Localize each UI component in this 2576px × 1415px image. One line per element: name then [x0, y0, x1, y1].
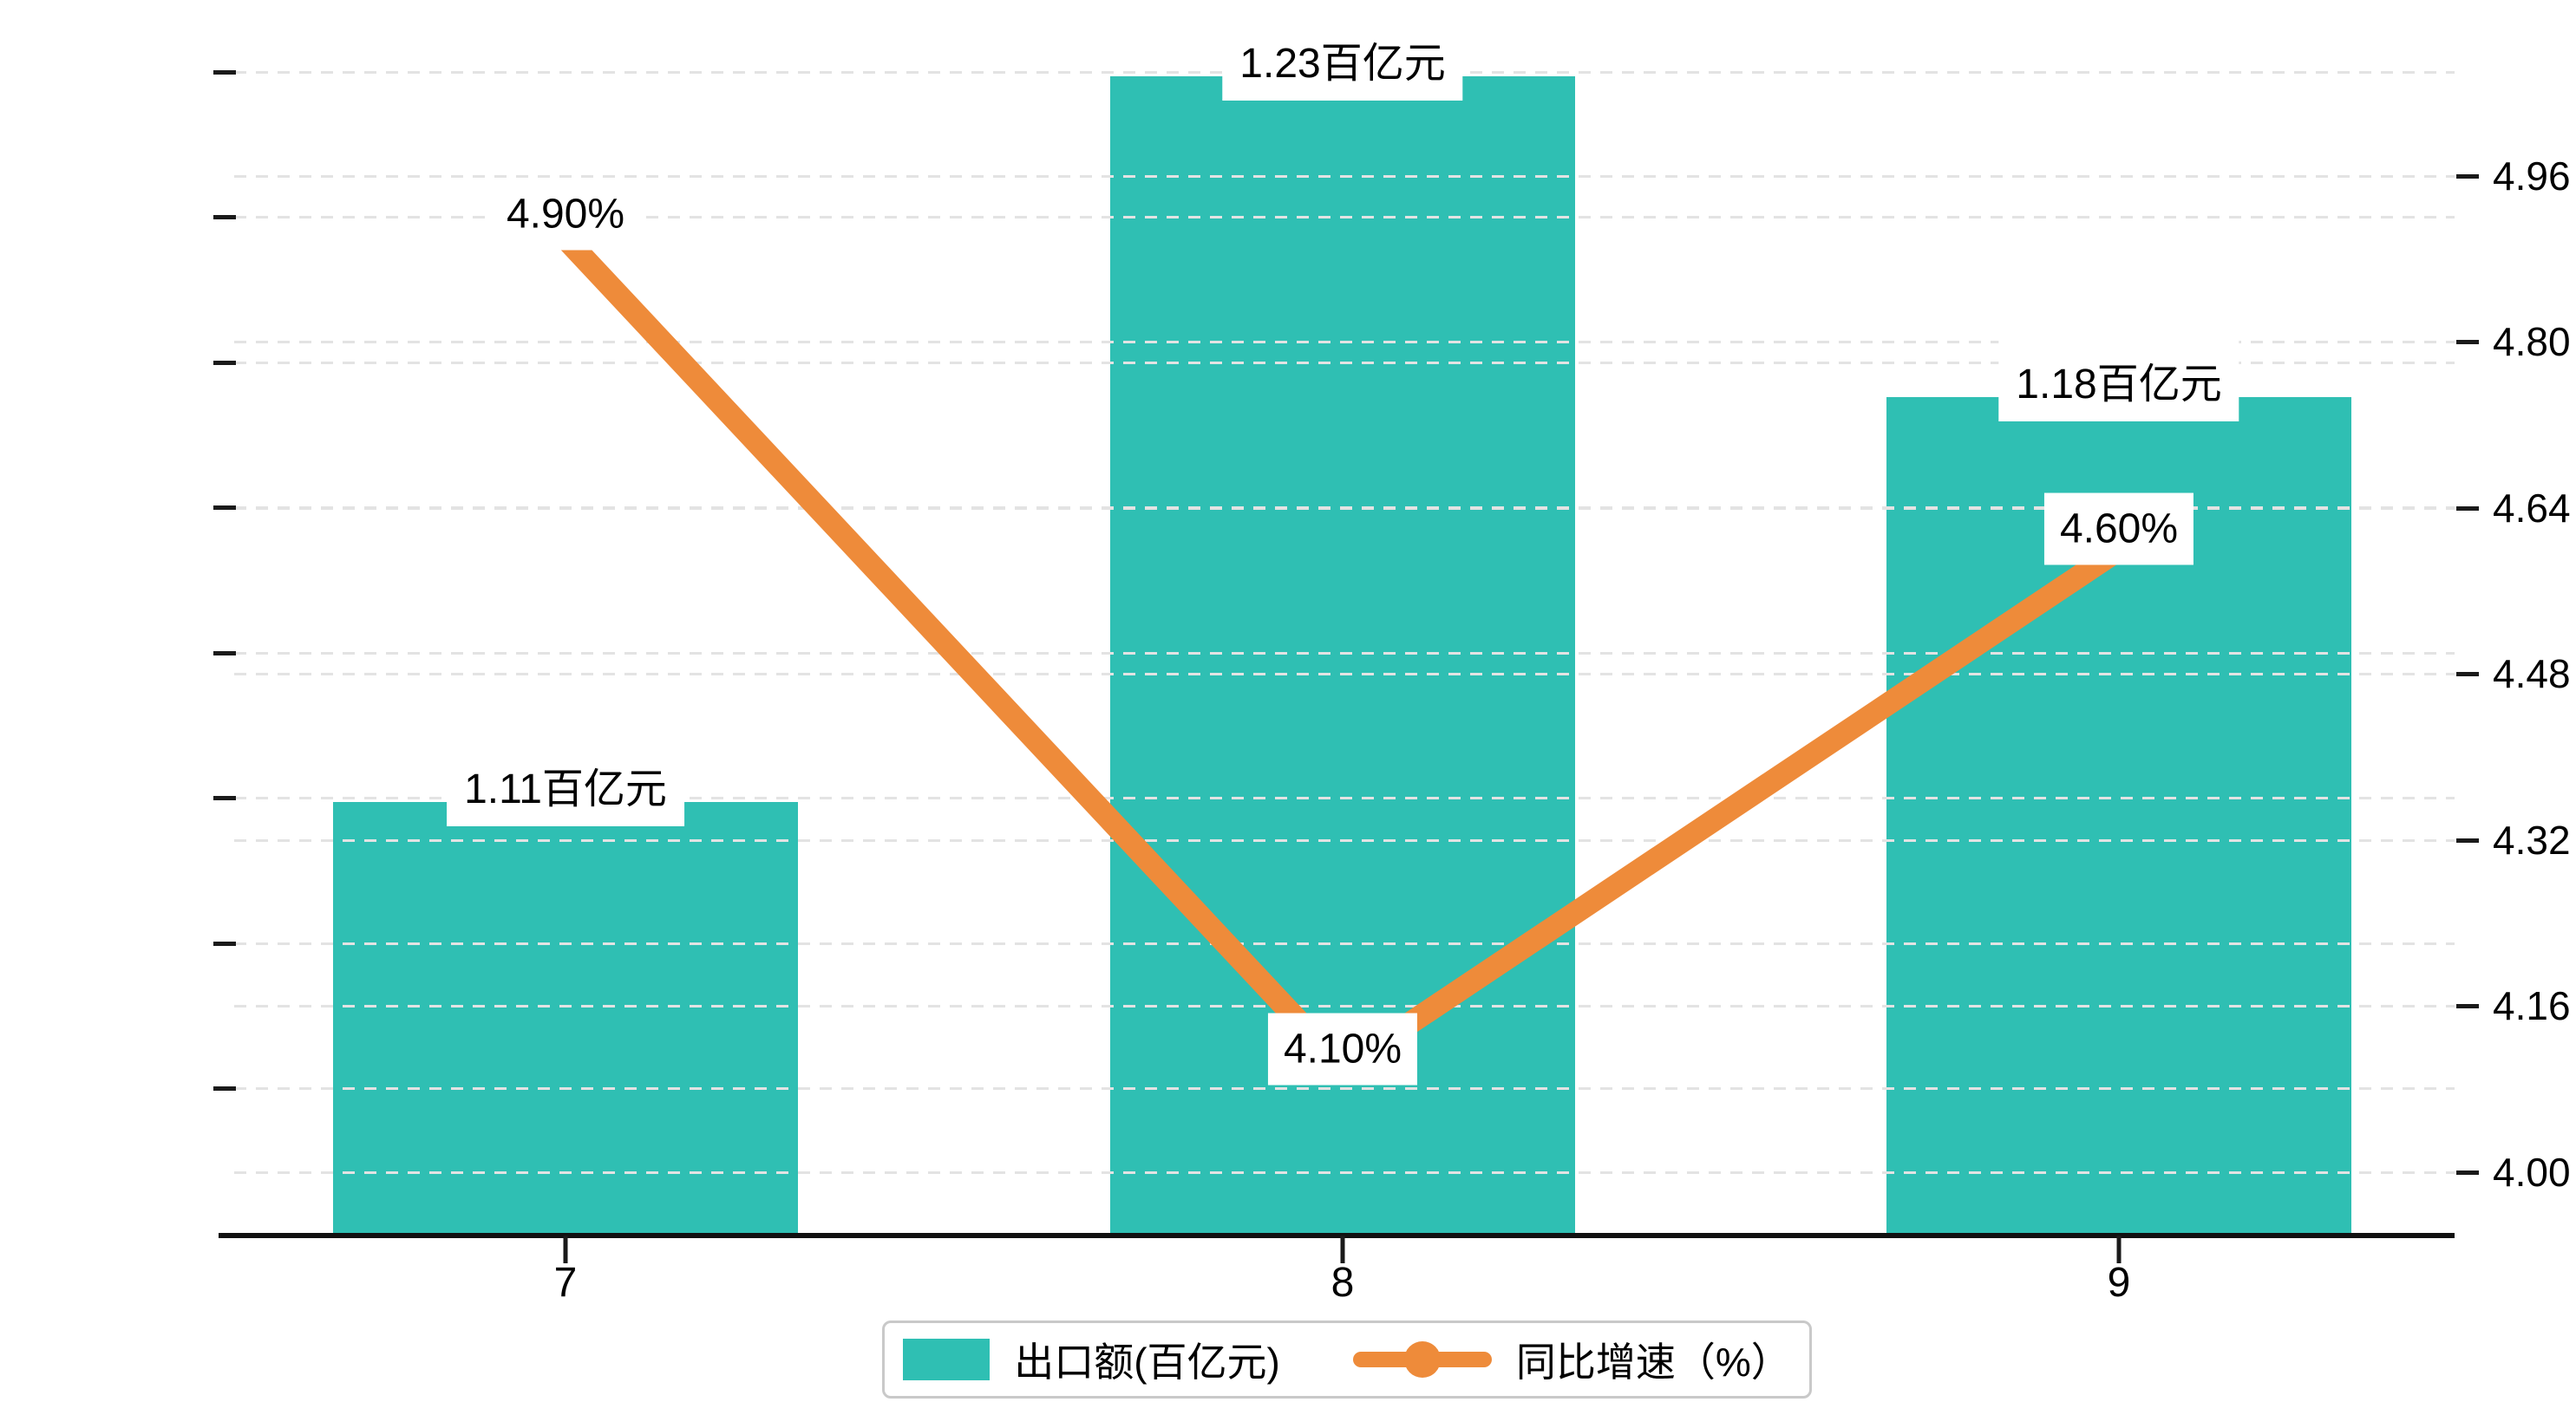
export-bar-month-7	[333, 802, 798, 1236]
gridline	[234, 652, 2455, 655]
left-axis-tick	[213, 796, 236, 800]
left-axis-tick	[213, 1086, 236, 1091]
gridline	[234, 1005, 2455, 1007]
gridline	[234, 673, 2455, 675]
right-axis-label: 4.16	[2493, 983, 2571, 1028]
x-axis-label-month-7: 7	[553, 1260, 578, 1306]
left-axis-tick	[213, 651, 236, 655]
gridline	[234, 797, 2455, 799]
export-value-label: 1.23百亿元	[1222, 17, 1463, 101]
x-axis-label-month-9: 9	[2107, 1260, 2131, 1306]
right-axis-label: 4.32	[2493, 818, 2571, 863]
legend-item-export[interactable]: 出口额(百亿元)	[903, 1331, 1280, 1388]
legend-label-growth: 同比增速（%）	[1515, 1340, 1791, 1385]
right-axis-tick	[2456, 1170, 2479, 1175]
legend-item-growth[interactable]: 同比增速（%）	[1352, 1331, 1791, 1388]
export-legend-swatch-icon	[903, 1339, 991, 1380]
right-axis-tick	[2456, 838, 2479, 843]
growth-value-label: 4.90%	[490, 178, 641, 251]
x-axis-tick-month-7	[563, 1236, 568, 1263]
left-axis-tick	[213, 942, 236, 946]
left-axis-tick	[213, 215, 236, 219]
gridline	[234, 1171, 2455, 1174]
gridline	[234, 839, 2455, 842]
x-axis-label-month-8: 8	[1330, 1260, 1355, 1306]
growth-line	[557, 231, 2126, 1079]
growth-value-label: 4.10%	[1267, 1013, 1418, 1086]
x-axis-tick-month-8	[1340, 1236, 1345, 1263]
left-axis-tick	[213, 70, 236, 75]
right-axis-label: 4.80	[2493, 319, 2571, 364]
right-axis-tick	[2456, 340, 2479, 344]
gridline	[234, 1087, 2455, 1090]
gridline	[234, 216, 2455, 218]
gridline	[234, 362, 2455, 364]
right-axis-label: 4.48	[2493, 651, 2571, 696]
right-axis-tick	[2456, 506, 2479, 511]
right-axis-label: 4.64	[2493, 486, 2571, 531]
right-axis-tick	[2456, 1004, 2479, 1008]
gridline	[234, 507, 2455, 510]
export-value-label: 1.11百亿元	[447, 743, 684, 826]
gridline	[234, 341, 2455, 343]
export-value-label: 1.18百亿元	[1998, 338, 2239, 421]
right-axis-tick	[2456, 672, 2479, 676]
gridline	[234, 175, 2455, 178]
right-axis-label: 4.00	[2493, 1150, 2571, 1195]
x-axis-line	[219, 1233, 2455, 1238]
gridline	[234, 942, 2455, 945]
left-axis-tick	[213, 361, 236, 365]
left-axis-tick	[213, 505, 236, 510]
legend-label-export: 出口额(百亿元)	[1014, 1340, 1280, 1385]
legend: 出口额(百亿元) 同比增速（%）	[882, 1320, 1812, 1399]
right-axis-label: 4.96	[2493, 153, 2571, 199]
x-axis-tick-month-9	[2116, 1236, 2122, 1263]
growth-legend-marker-icon	[1352, 1339, 1492, 1380]
growth-value-label: 4.60%	[2043, 492, 2194, 565]
right-axis-tick	[2456, 174, 2479, 179]
